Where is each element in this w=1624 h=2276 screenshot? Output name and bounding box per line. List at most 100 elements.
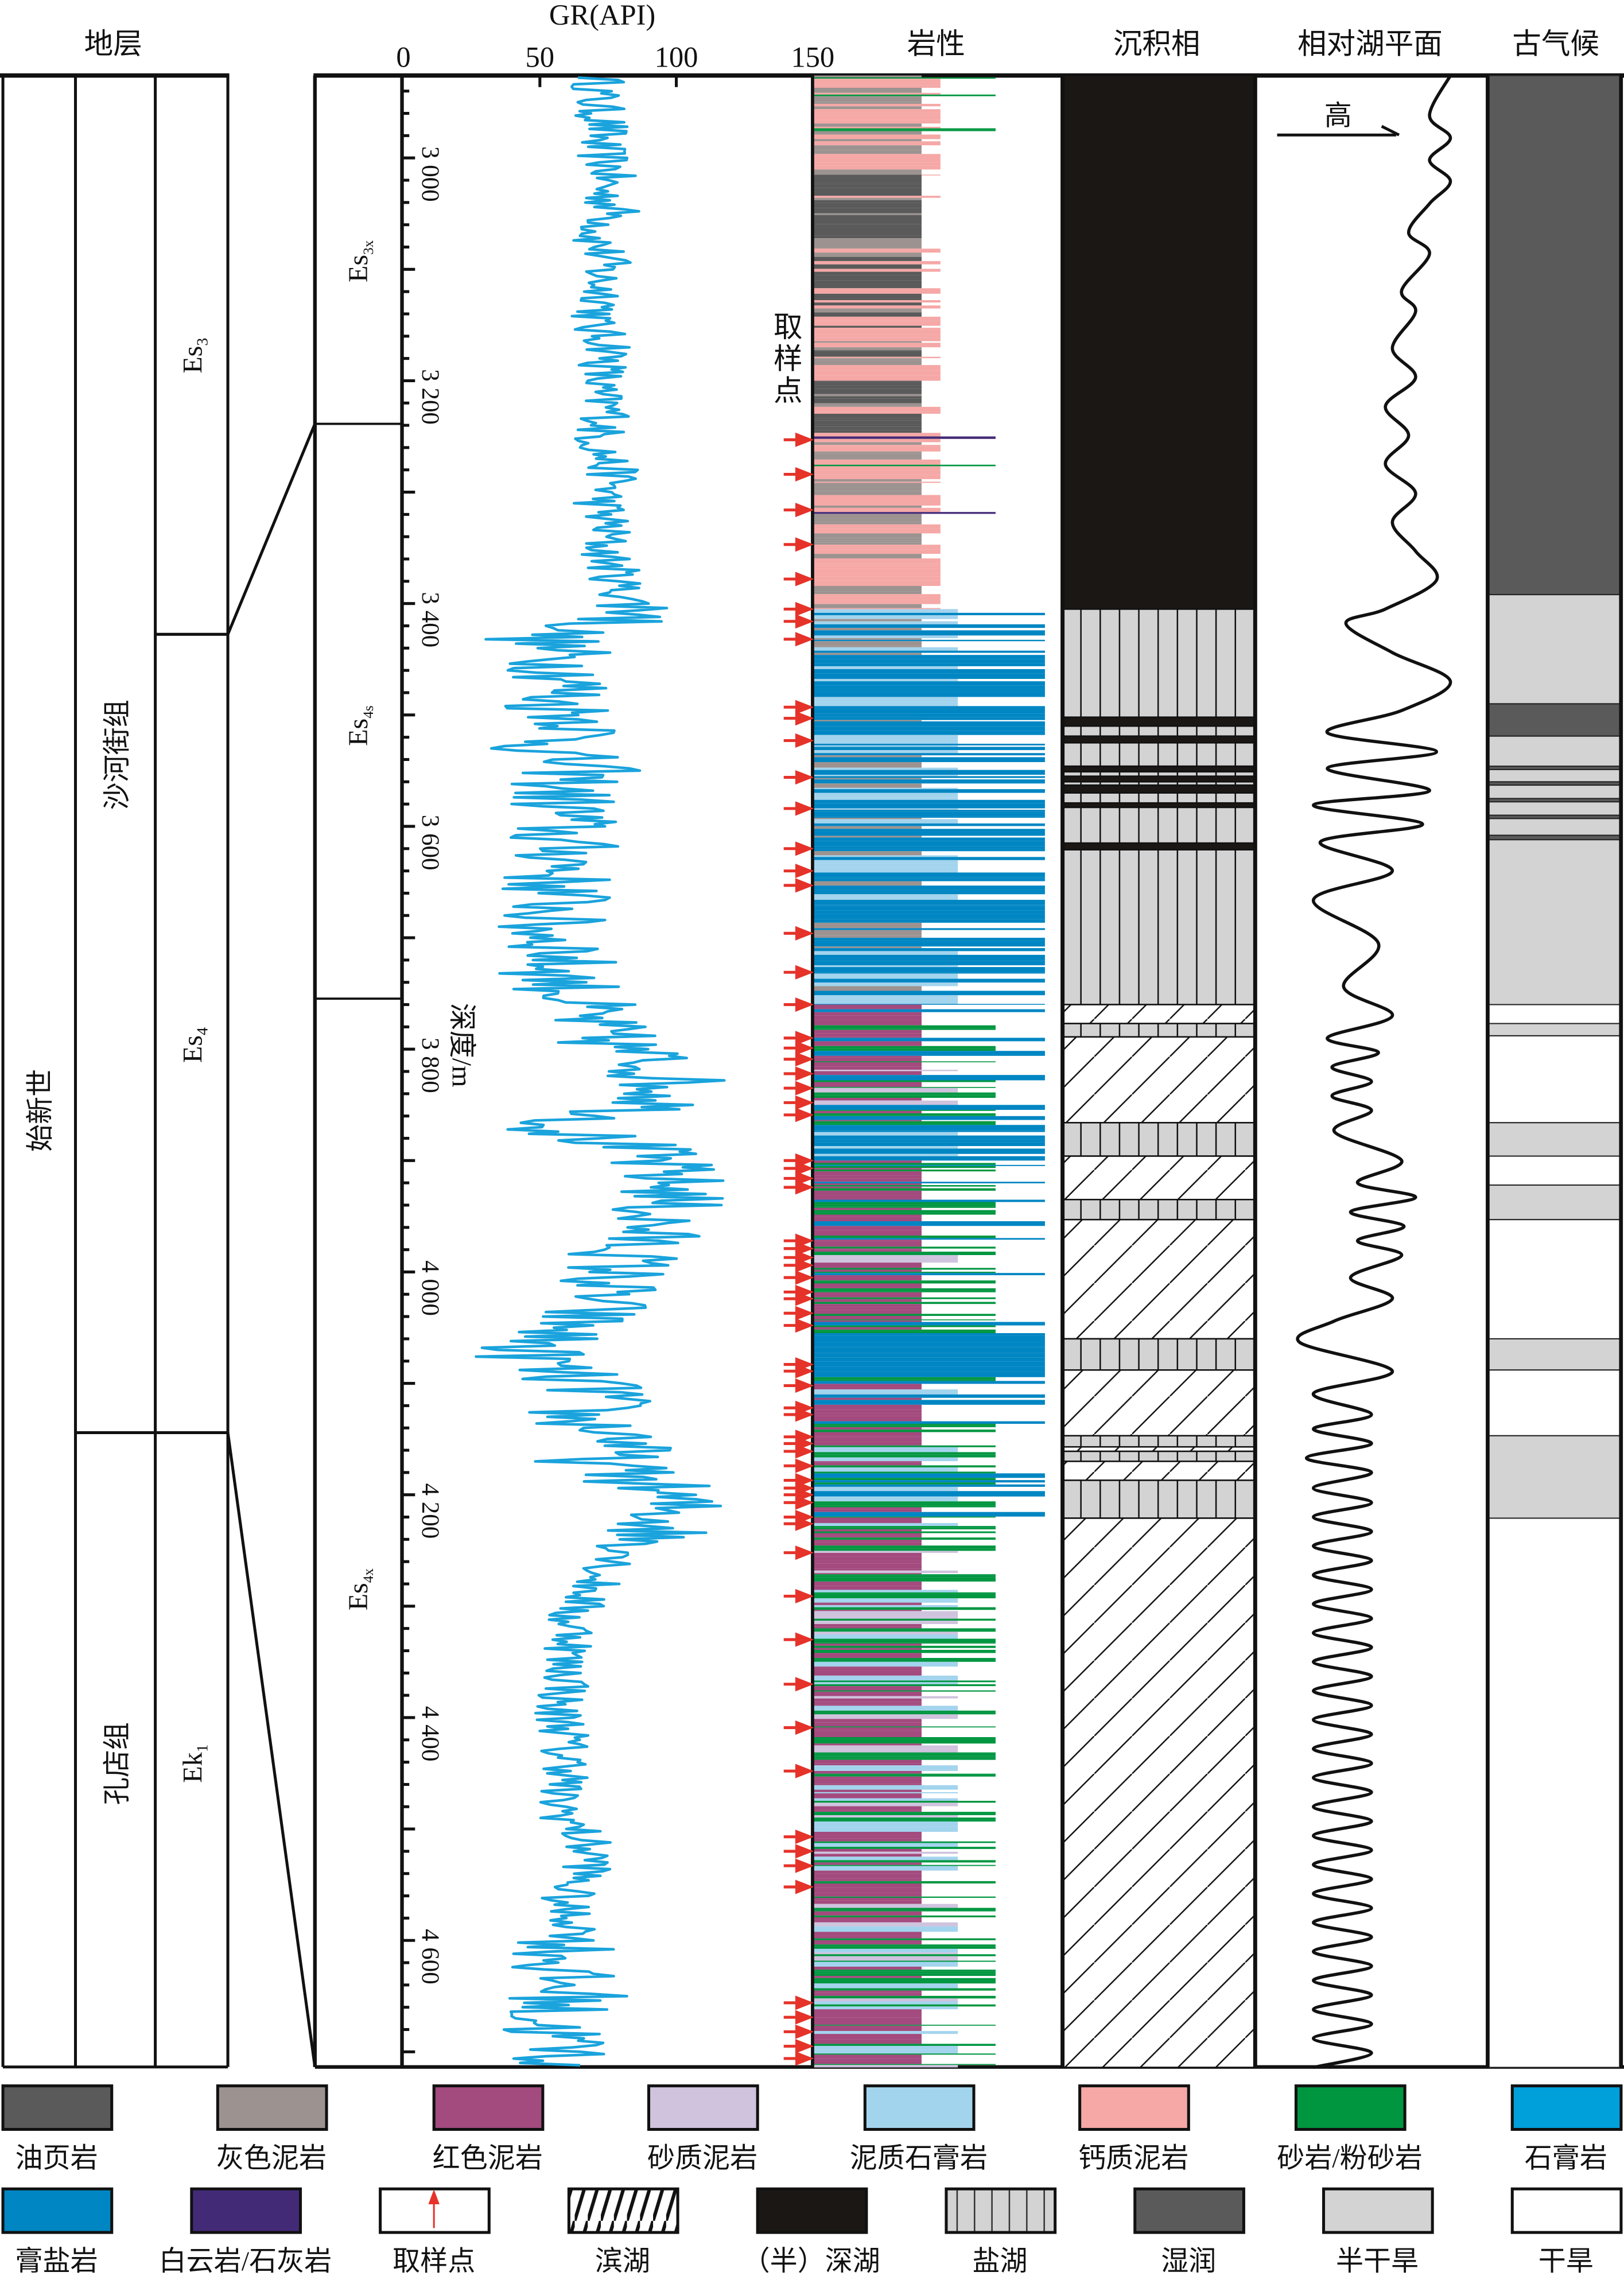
main-frame [313, 73, 1624, 2069]
lithology-band-red-mudstone [814, 1041, 922, 1046]
lithology-band-oil-shale [814, 184, 922, 188]
lithology-band-salt-rock [814, 689, 1045, 692]
lithology-band-muddy-gypsum [814, 787, 958, 790]
legend-swatch [432, 2084, 545, 2131]
lithology-band-salt-rock [814, 1484, 1045, 1487]
lithology-band-calcareous-mudstone [814, 134, 941, 139]
lithology-band-muddy-gypsum [814, 2045, 958, 2050]
lithology-band-red-mudstone [814, 1743, 922, 1746]
sample-arrow-icon [783, 1171, 814, 1186]
lithology-band-sandstone [814, 1046, 996, 1048]
lithology-band-red-mudstone [814, 2017, 922, 2020]
legend-swatch [1, 2084, 114, 2131]
lithology-band-gray-mudstone [814, 308, 922, 313]
lithology-band-sandstone [814, 1579, 996, 1582]
sample-arrow-icon [783, 711, 814, 726]
lithology-band-sandstone [814, 1659, 996, 1662]
lithology-band-salt-rock [814, 954, 1045, 959]
lithology-band-muddy-gypsum [814, 1598, 958, 1601]
climate-interval-arid [1488, 1155, 1621, 1186]
lithology-band-sandstone [814, 1537, 996, 1540]
gr-tick-label: 100 [655, 41, 698, 73]
legend-swatch [567, 2187, 679, 2234]
lithology-band-muddy-gypsum [814, 867, 958, 873]
lithology-band-red-mudstone [814, 1560, 922, 1564]
lithology-band-gray-mudstone [814, 403, 922, 407]
sample-arrow-icon [783, 1844, 814, 1859]
lithology-band-muddy-gypsum [814, 647, 958, 651]
submember-label-es3x: Es3x [343, 240, 376, 282]
lithology-band-muddy-gypsum [814, 973, 958, 979]
lithology-band-red-mudstone [814, 1878, 922, 1881]
facies-interval-salt-lake [1063, 1023, 1255, 1038]
legend-swatch [945, 2187, 1057, 2234]
lithology-band-oil-shale [814, 208, 922, 213]
lithology-band-calcareous-mudstone [814, 375, 941, 381]
lithology-band-muddy-gypsum [814, 2006, 958, 2010]
lithology-band-salt-rock [814, 1342, 1045, 1347]
legend-item-salt-lake: 盐湖 [945, 2187, 1057, 2276]
lithology-band-salt-rock [814, 757, 1045, 762]
lithology-band-oil-shale [814, 312, 922, 317]
lithology-band-sandy-mudstone [814, 1621, 958, 1624]
lithology-band-sandstone [814, 1960, 996, 1962]
lithology-band-gray-mudstone [814, 881, 922, 886]
lithology-band-muddy-gypsum [814, 767, 958, 770]
lithology-band-salt-rock [814, 706, 1045, 709]
sample-arrow-icon [783, 2051, 814, 2066]
lithology-band-red-mudstone [814, 1835, 922, 1839]
lithology-band-salt-rock [814, 857, 1045, 860]
lithology-band-sandstone [814, 1185, 996, 1187]
lithology-band-calcareous-mudstone [814, 438, 941, 442]
lithology-band-calcareous-mudstone [814, 103, 941, 107]
lithology-band-salt-rock [814, 879, 1045, 881]
gr-curve-line [475, 76, 726, 2067]
lithology-band-sandstone [814, 1377, 996, 1380]
facies-interval-deep-lake [1063, 802, 1255, 809]
lithology-band-oil-shale [814, 235, 922, 239]
lithology-band-red-mudstone [814, 1283, 922, 1288]
legend-swatch [190, 2187, 302, 2234]
lithology-band-gray-mudstone [814, 106, 922, 110]
lithology-band-gray-mudstone [814, 783, 922, 788]
sample-arrow-icon [783, 1495, 814, 1510]
lithology-band-oil-shale [814, 174, 922, 177]
lithology-band-sandy-mudstone [814, 1904, 958, 1908]
lithology-band-gray-mudstone [814, 243, 922, 249]
lithology-band-gray-mudstone [814, 253, 922, 257]
legend-label: 钙质泥岩 [1078, 2143, 1188, 2173]
legend-label: 取样点 [393, 2246, 475, 2276]
lithology-band-salt-rock [814, 1346, 1045, 1348]
lithology-band-sandstone [814, 1737, 996, 1739]
lithology-band-gray-mudstone [814, 457, 922, 460]
depth-tick-label: 4 200 [417, 1483, 444, 1539]
lithology-band-oil-shale [814, 271, 922, 275]
lithology-band-sandy-mudstone [814, 1749, 958, 1753]
lithology-band-sandstone [814, 1028, 996, 1030]
lithology-band-red-mudstone [814, 1310, 922, 1314]
lithology-band-calcareous-mudstone [814, 481, 941, 483]
depth-tick-label: 3 600 [417, 815, 444, 871]
lithology-band-sandstone [814, 1452, 996, 1455]
lithology-band-sandy-mudstone [814, 1998, 958, 2002]
lithology-band-red-mudstone [814, 1207, 922, 1210]
facies-interval-beach-lake [1063, 1461, 1255, 1481]
sample-arrow-icon [428, 2189, 440, 2228]
lithology-band-salt-rock [814, 708, 1045, 714]
lithology-band-gray-mudstone [814, 762, 922, 768]
lithology-band-sandstone [814, 1618, 996, 1621]
lithology-band-sandstone [814, 1642, 996, 1644]
lithology-band-red-mudstone [814, 1730, 922, 1731]
climate-interval-arid [1488, 1517, 1621, 2068]
lithology-band-muddy-gypsum [814, 1522, 958, 1525]
lithology-band-red-mudstone [814, 1304, 922, 1307]
lithology-band-sandstone [814, 1253, 996, 1255]
climate-interval-humid [1488, 781, 1621, 786]
lithology-band-red-mudstone [814, 1806, 922, 1811]
depth-tick-label: 3 200 [417, 369, 444, 425]
facies-interval-beach-lake [1063, 1517, 1255, 2068]
legend-label: 砂岩/粉砂岩 [1277, 2143, 1423, 2173]
lithology-band-red-mudstone [814, 1698, 922, 1702]
lithology-band-calcareous-mudstone [814, 433, 941, 437]
lithology-band-sandstone [814, 1813, 996, 1815]
